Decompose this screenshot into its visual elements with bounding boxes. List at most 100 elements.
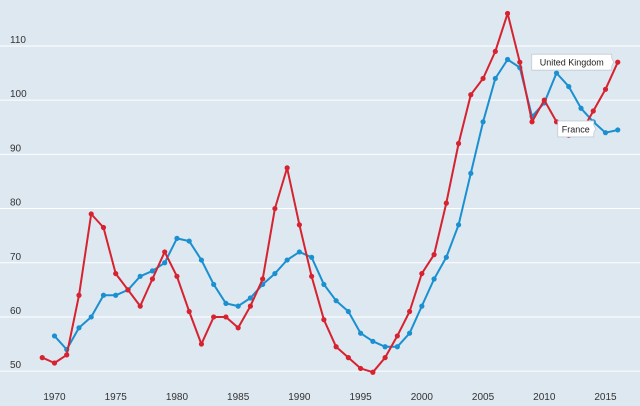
x-tick-label: 2000	[411, 392, 434, 403]
data-point[interactable]	[309, 273, 315, 279]
y-tick-label: 70	[10, 252, 22, 263]
data-point[interactable]	[223, 314, 229, 320]
data-point[interactable]	[88, 314, 94, 320]
data-point[interactable]	[211, 314, 217, 320]
data-point[interactable]	[394, 333, 400, 339]
data-point[interactable]	[419, 303, 425, 309]
data-point[interactable]	[174, 235, 180, 241]
data-point[interactable]	[590, 108, 596, 114]
axes: 50 60 70 80 90 100 110 1970 1975 1980 1985 1990 1995…	[10, 35, 617, 403]
data-point[interactable]	[198, 341, 205, 347]
data-point[interactable]	[39, 355, 45, 361]
data-point[interactable]	[321, 281, 327, 288]
data-point[interactable]	[602, 130, 609, 136]
data-point[interactable]	[284, 257, 290, 263]
data-point[interactable]	[615, 59, 621, 65]
data-point[interactable]	[162, 249, 168, 255]
data-point[interactable]	[149, 276, 156, 282]
data-point[interactable]	[272, 205, 278, 212]
data-point[interactable]	[345, 308, 351, 315]
data-point[interactable]	[186, 238, 192, 244]
data-point[interactable]	[358, 330, 364, 336]
data-point[interactable]	[296, 249, 302, 255]
data-point[interactable]	[125, 287, 131, 293]
series-line	[41, 12, 619, 374]
data-point[interactable]	[455, 140, 462, 147]
data-point[interactable]	[529, 119, 535, 125]
data-point[interactable]	[517, 59, 523, 65]
data-point[interactable]	[480, 75, 486, 82]
data-point[interactable]	[443, 200, 449, 206]
series-name-label: France	[562, 124, 590, 134]
data-point[interactable]	[504, 56, 511, 63]
x-tick-label: 1970	[43, 392, 66, 403]
data-point[interactable]	[309, 254, 315, 260]
data-point[interactable]	[88, 211, 94, 217]
data-point[interactable]	[162, 260, 168, 266]
data-point[interactable]	[113, 292, 119, 298]
data-point[interactable]	[260, 276, 266, 282]
data-point[interactable]	[431, 276, 437, 282]
data-point[interactable]	[76, 325, 82, 331]
data-point[interactable]	[137, 303, 143, 309]
data-point[interactable]	[615, 127, 621, 133]
data-point[interactable]	[247, 295, 254, 301]
data-point[interactable]	[223, 300, 229, 307]
data-point[interactable]	[480, 119, 486, 125]
data-point[interactable]	[370, 338, 376, 344]
data-point[interactable]	[76, 292, 82, 298]
data-point[interactable]	[284, 165, 290, 171]
data-point[interactable]	[345, 355, 351, 361]
data-point[interactable]	[333, 298, 339, 304]
data-point[interactable]	[235, 325, 241, 331]
data-point[interactable]	[492, 75, 498, 82]
series-france	[51, 56, 621, 353]
data-point[interactable]	[406, 330, 413, 336]
data-point[interactable]	[468, 92, 474, 98]
data-point[interactable]	[419, 270, 425, 277]
data-point[interactable]	[394, 344, 400, 350]
series-callout: United Kingdom	[531, 53, 615, 71]
data-point[interactable]	[113, 270, 119, 277]
data-point[interactable]	[431, 252, 437, 258]
data-point[interactable]	[455, 222, 462, 228]
data-point[interactable]	[566, 83, 572, 90]
data-point[interactable]	[186, 308, 192, 315]
data-point[interactable]	[492, 48, 498, 54]
data-point[interactable]	[468, 170, 474, 176]
data-point[interactable]	[149, 268, 156, 274]
data-point[interactable]	[370, 369, 376, 375]
data-point[interactable]	[382, 355, 388, 361]
data-point[interactable]	[541, 97, 547, 103]
data-point[interactable]	[137, 273, 143, 279]
series-united-kingdom	[39, 10, 621, 375]
data-point[interactable]	[51, 360, 58, 366]
data-point[interactable]	[504, 10, 511, 17]
data-point[interactable]	[247, 303, 254, 309]
x-tick-label: 1990	[288, 392, 311, 403]
data-point[interactable]	[100, 292, 107, 298]
series-labels: United Kingdom France	[531, 53, 615, 138]
data-point[interactable]	[406, 308, 413, 315]
data-point[interactable]	[578, 105, 584, 111]
data-point[interactable]	[358, 365, 364, 372]
data-point[interactable]	[174, 273, 180, 279]
data-point[interactable]	[211, 281, 217, 288]
data-point[interactable]	[321, 317, 327, 323]
data-point[interactable]	[553, 70, 560, 76]
data-point[interactable]	[100, 224, 107, 231]
y-tick-label: 100	[10, 89, 27, 100]
data-point[interactable]	[296, 222, 302, 228]
data-point[interactable]	[64, 352, 70, 358]
data-point[interactable]	[443, 254, 449, 260]
data-point[interactable]	[382, 344, 388, 350]
data-point[interactable]	[602, 86, 609, 92]
data-point[interactable]	[198, 257, 205, 263]
data-point[interactable]	[333, 344, 339, 350]
series-callout: France	[557, 120, 597, 138]
data-point[interactable]	[272, 270, 278, 277]
x-tick-label: 2005	[472, 392, 495, 403]
x-tick-label: 2010	[533, 392, 556, 403]
data-point[interactable]	[235, 303, 241, 309]
data-point[interactable]	[51, 333, 58, 339]
